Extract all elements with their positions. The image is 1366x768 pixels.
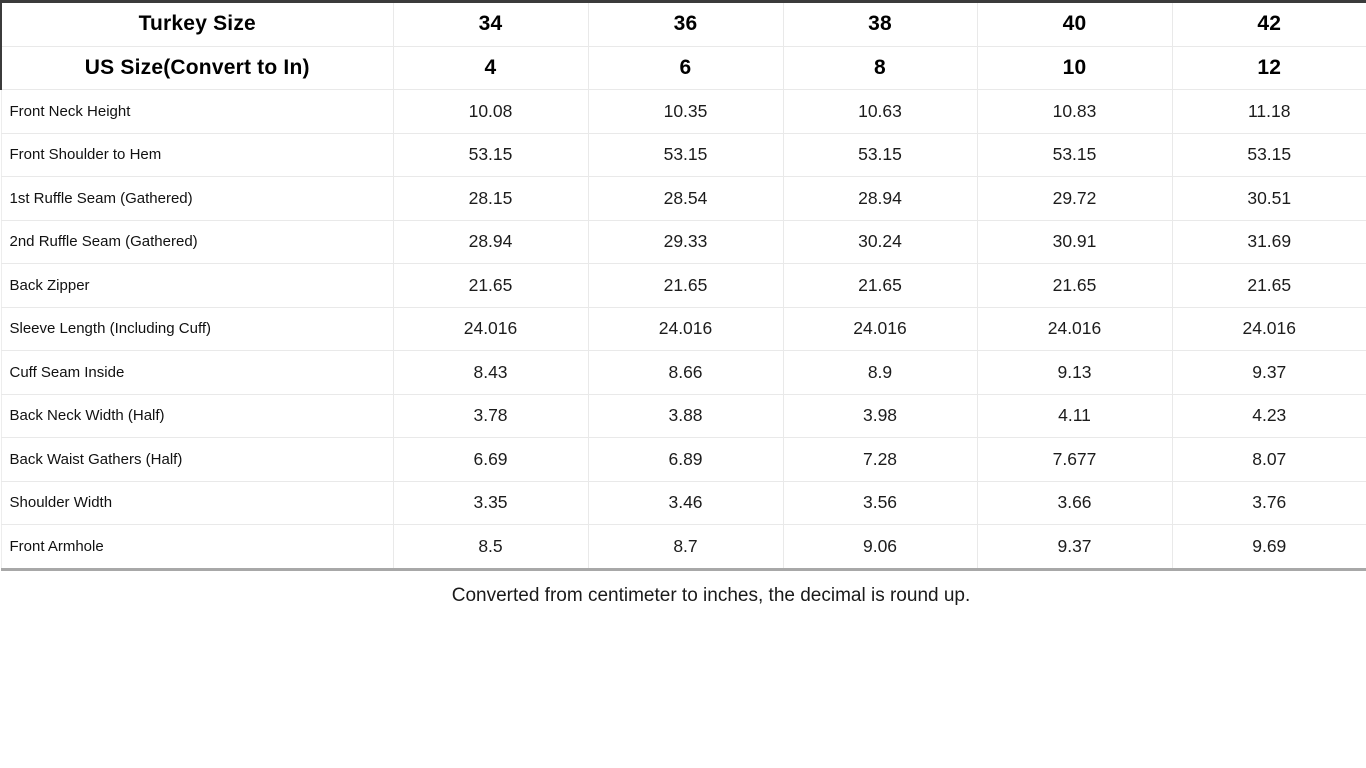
turkey-size-36: 36 — [587, 0, 784, 47]
measurement-value: 30.91 — [976, 219, 1173, 264]
measurement-value: 8.66 — [587, 350, 784, 395]
measurement-row: Back Waist Gathers (Half) 6.69 6.89 7.28 7.6… — [0, 437, 1366, 482]
measurement-row: Sleeve Length (Including Cuff) 24.016 24.0… — [0, 306, 1366, 351]
measurement-label: Cuff Seam Inside — [0, 350, 394, 395]
us-size-10: 10 — [976, 45, 1173, 90]
us-size-12: 12 — [1171, 45, 1366, 90]
measurement-value: 8.43 — [392, 350, 589, 395]
measurement-row: Back Zipper 21.65 21.65 21.65 21.65 21.65 — [0, 263, 1366, 308]
turkey-size-header-label: Turkey Size — [0, 0, 394, 47]
measurement-value: 8.7 — [587, 524, 784, 571]
measurement-label: Back Zipper — [0, 263, 394, 308]
measurement-value: 10.08 — [392, 89, 589, 134]
measurement-value: 53.15 — [976, 132, 1173, 177]
measurement-label: Front Neck Height — [0, 89, 394, 134]
measurement-value: 24.016 — [392, 306, 589, 351]
measurement-value: 3.76 — [1171, 480, 1366, 525]
measurement-value: 9.37 — [1171, 350, 1366, 395]
measurement-value: 28.94 — [782, 176, 978, 221]
measurement-row: Front Neck Height 10.08 10.35 10.63 10.83 11.… — [0, 89, 1366, 134]
us-size-header-label: US Size(Convert to In) — [0, 45, 394, 90]
measurement-value: 9.69 — [1171, 524, 1366, 571]
measurement-label: 2nd Ruffle Seam (Gathered) — [0, 219, 394, 264]
measurement-row: 1st Ruffle Seam (Gathered) 28.15 28.54 28.9… — [0, 176, 1366, 221]
measurement-label: Front Shoulder to Hem — [0, 132, 394, 177]
measurement-value: 7.677 — [976, 437, 1173, 482]
measurement-value: 4.11 — [976, 393, 1173, 438]
measurement-value: 11.18 — [1171, 89, 1366, 134]
measurement-value: 21.65 — [976, 263, 1173, 308]
measurement-label: Sleeve Length (Including Cuff) — [0, 306, 394, 351]
measurement-label: Shoulder Width — [0, 480, 394, 525]
measurement-label: Back Waist Gathers (Half) — [0, 437, 394, 482]
measurement-label: 1st Ruffle Seam (Gathered) — [0, 176, 394, 221]
measurement-value: 53.15 — [782, 132, 978, 177]
measurement-value: 28.94 — [392, 219, 589, 264]
measurement-value: 28.54 — [587, 176, 784, 221]
measurement-value: 4.23 — [1171, 393, 1366, 438]
measurement-row: Cuff Seam Inside 8.43 8.66 8.9 9.13 9.37 — [0, 350, 1366, 395]
measurement-row: 2nd Ruffle Seam (Gathered) 28.94 29.33 30.2… — [0, 219, 1366, 264]
measurement-value: 8.5 — [392, 524, 589, 571]
measurement-value: 53.15 — [587, 132, 784, 177]
measurement-value: 7.28 — [782, 437, 978, 482]
measurement-value: 8.07 — [1171, 437, 1366, 482]
measurement-value: 28.15 — [392, 176, 589, 221]
measurement-value: 24.016 — [976, 306, 1173, 351]
measurement-value: 9.06 — [782, 524, 978, 571]
measurement-value: 3.56 — [782, 480, 978, 525]
measurement-value: 3.88 — [587, 393, 784, 438]
measurement-value: 53.15 — [392, 132, 589, 177]
measurement-value: 3.46 — [587, 480, 784, 525]
measurement-value: 3.35 — [392, 480, 589, 525]
measurement-value: 21.65 — [392, 263, 589, 308]
measurement-value: 24.016 — [587, 306, 784, 351]
measurement-value: 10.83 — [976, 89, 1173, 134]
measurement-label: Front Armhole — [0, 524, 394, 571]
measurement-value: 21.65 — [587, 263, 784, 308]
size-chart-table: Turkey Size 34 36 38 40 42 US Size(Conve… — [0, 0, 1366, 571]
measurement-value: 6.69 — [392, 437, 589, 482]
turkey-size-header-row: Turkey Size 34 36 38 40 42 — [0, 0, 1366, 47]
measurement-value: 31.69 — [1171, 219, 1366, 264]
us-size-4: 4 — [392, 45, 589, 90]
measurement-value: 8.9 — [782, 350, 978, 395]
measurement-value: 6.89 — [587, 437, 784, 482]
measurement-label: Back Neck Width (Half) — [0, 393, 394, 438]
us-size-8: 8 — [782, 45, 978, 90]
measurement-value: 10.35 — [587, 89, 784, 134]
measurement-row: Back Neck Width (Half) 3.78 3.88 3.98 4.11 4.… — [0, 393, 1366, 438]
measurement-value: 9.37 — [976, 524, 1173, 571]
turkey-size-34: 34 — [392, 0, 589, 47]
measurement-row: Front Shoulder to Hem 53.15 53.15 53.15 53.1… — [0, 132, 1366, 177]
measurement-value: 53.15 — [1171, 132, 1366, 177]
measurement-value: 24.016 — [1171, 306, 1366, 351]
measurement-value: 30.51 — [1171, 176, 1366, 221]
measurement-value: 29.33 — [587, 219, 784, 264]
turkey-size-42: 42 — [1171, 0, 1366, 47]
measurement-row: Front Armhole 8.5 8.7 9.06 9.37 9.69 — [0, 524, 1366, 571]
measurement-value: 3.78 — [392, 393, 589, 438]
turkey-size-40: 40 — [976, 0, 1173, 47]
measurement-value: 30.24 — [782, 219, 978, 264]
measurement-value: 21.65 — [782, 263, 978, 308]
turkey-size-38: 38 — [782, 0, 978, 47]
measurement-row: Shoulder Width 3.35 3.46 3.56 3.66 3.76 — [0, 480, 1366, 525]
measurement-value: 9.13 — [976, 350, 1173, 395]
measurement-value: 29.72 — [976, 176, 1173, 221]
us-size-6: 6 — [587, 45, 784, 90]
measurement-value: 24.016 — [782, 306, 978, 351]
us-size-header-row: US Size(Convert to In) 4 6 8 10 12 — [0, 45, 1366, 90]
measurement-value: 3.98 — [782, 393, 978, 438]
conversion-footnote: Converted from centimeter to inches, the… — [451, 584, 971, 606]
measurement-value: 21.65 — [1171, 263, 1366, 308]
measurement-value: 3.66 — [976, 480, 1173, 525]
measurement-value: 10.63 — [782, 89, 978, 134]
